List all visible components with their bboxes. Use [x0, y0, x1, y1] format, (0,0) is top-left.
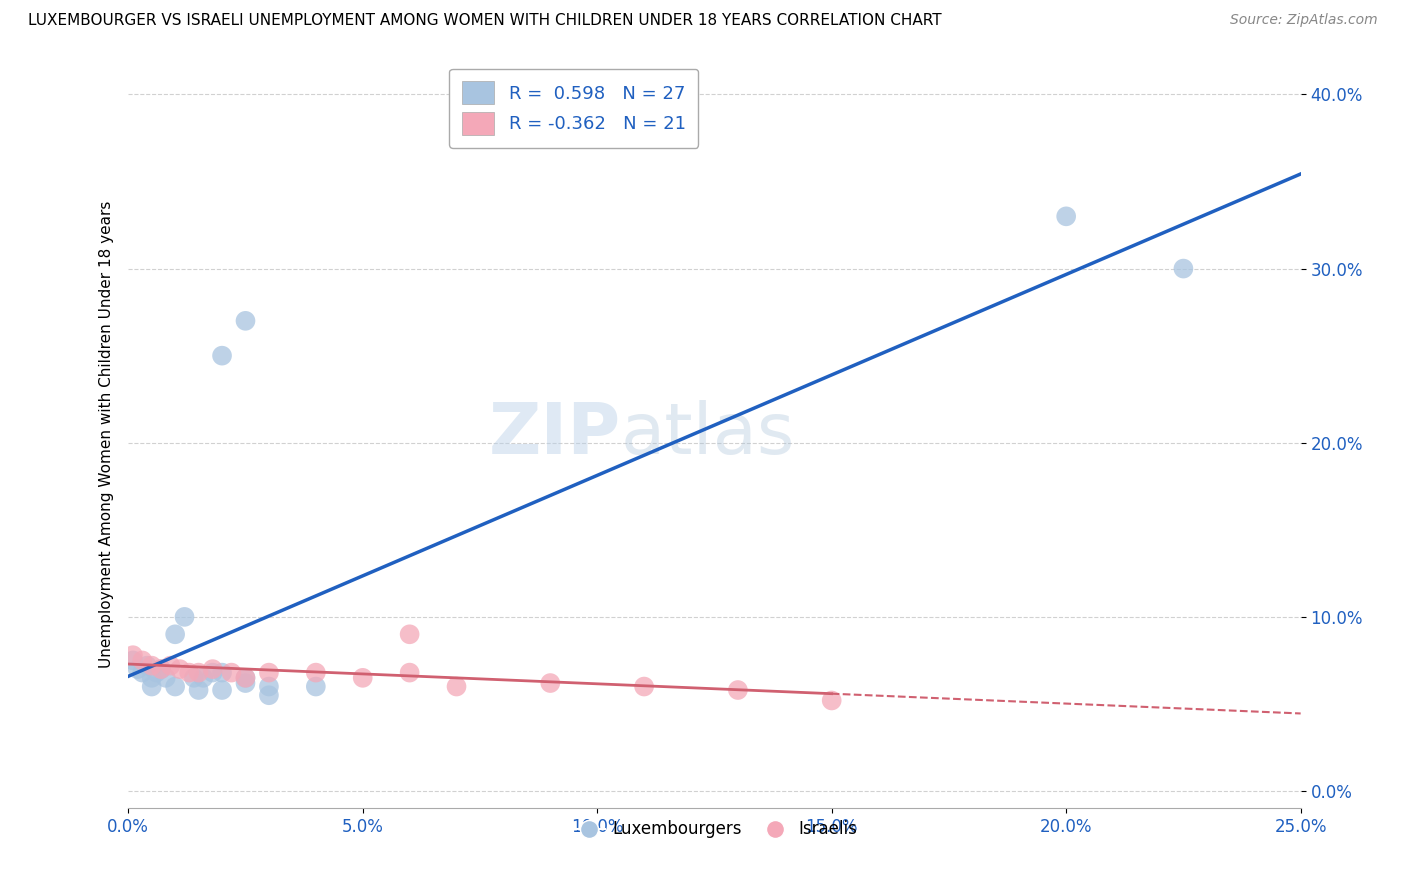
Point [150, 662, 173, 676]
Point [1054, 210, 1077, 224]
Point [211, 349, 233, 363]
Point [165, 627, 187, 641]
Point [1173, 261, 1195, 276]
Point [187, 683, 209, 698]
Point [235, 676, 257, 690]
Point [211, 665, 233, 680]
Point [211, 683, 233, 698]
Point [150, 662, 173, 676]
Point [155, 671, 177, 685]
Point [235, 671, 257, 685]
Point [257, 665, 280, 680]
Text: LUXEMBOURGER VS ISRAELI UNEMPLOYMENT AMONG WOMEN WITH CHILDREN UNDER 18 YEARS CO: LUXEMBOURGER VS ISRAELI UNEMPLOYMENT AMO… [28, 13, 942, 29]
Point [122, 653, 145, 667]
Text: ZIP: ZIP [488, 400, 620, 468]
Point [145, 665, 167, 680]
Point [173, 610, 195, 624]
Point [821, 693, 844, 707]
Point [446, 680, 468, 694]
Point [141, 671, 163, 685]
Point [257, 688, 280, 702]
Point [136, 658, 159, 673]
Point [187, 665, 209, 680]
Point [727, 683, 749, 698]
Point [221, 665, 243, 680]
Point [201, 665, 224, 680]
Point [235, 314, 257, 328]
Point [165, 680, 187, 694]
Point [183, 671, 205, 685]
Point [352, 671, 374, 685]
Point [305, 665, 328, 680]
Point [122, 648, 145, 663]
Point [257, 680, 280, 694]
Point [131, 665, 153, 680]
Point [159, 658, 181, 673]
Point [398, 627, 420, 641]
Legend: Luxembourgers, Israelis: Luxembourgers, Israelis [565, 814, 863, 845]
Text: Source: ZipAtlas.com: Source: ZipAtlas.com [1230, 13, 1378, 28]
Point [141, 680, 163, 694]
Point [141, 658, 163, 673]
Point [179, 665, 201, 680]
Text: atlas: atlas [620, 400, 794, 468]
Point [538, 676, 561, 690]
Point [201, 662, 224, 676]
Point [633, 680, 655, 694]
Y-axis label: Unemployment Among Women with Children Under 18 years: Unemployment Among Women with Children U… [100, 201, 114, 668]
Point [235, 671, 257, 685]
Point [193, 671, 215, 685]
Point [305, 680, 328, 694]
Point [131, 653, 153, 667]
Point [169, 662, 191, 676]
Point [398, 665, 420, 680]
Point [127, 662, 149, 676]
